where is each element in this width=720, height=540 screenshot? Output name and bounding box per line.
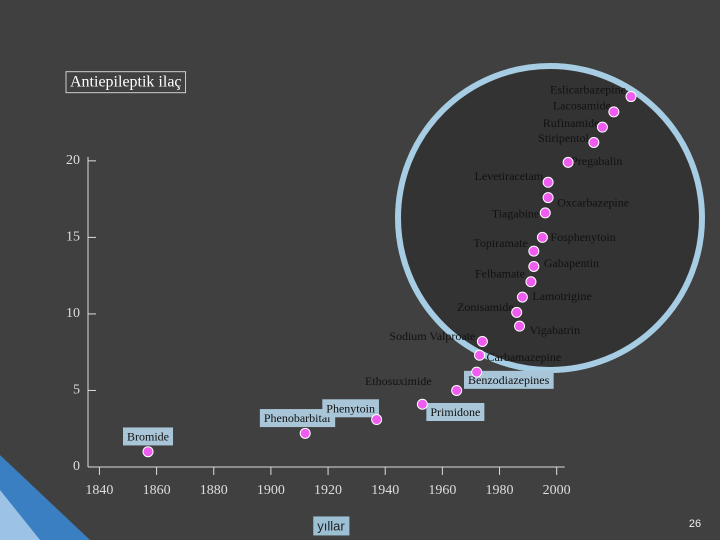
y-tick-label: 15 (66, 230, 80, 245)
point (536, 231, 548, 243)
drug-label: Tiagabine (492, 207, 540, 221)
point (588, 136, 600, 148)
point (474, 349, 486, 361)
drug-label: Rufinamide (543, 116, 600, 130)
point (416, 398, 428, 410)
drug-label: Pregabalin (571, 154, 622, 168)
drug-label: Topiramate (473, 236, 527, 250)
x-tick-label: 1880 (200, 483, 228, 498)
point (528, 245, 540, 257)
drug-label: Felbamate (475, 267, 525, 281)
y-axis-title-box (65, 71, 187, 94)
x-axis-title: yıllar (317, 518, 345, 533)
drug-label: Fosphenytoin (550, 230, 615, 244)
point (299, 427, 311, 439)
y-tick-label: 0 (73, 459, 80, 474)
drug-label: Eslicarbazepine (550, 82, 626, 96)
point (562, 156, 574, 168)
drug-label: Stiripentol (538, 131, 589, 145)
drug-label: Levetiracetam (474, 169, 543, 183)
drug-label: Zonisamide (457, 300, 514, 314)
drug-label: Sodium Valproate (389, 329, 475, 343)
y-tick-label: 20 (66, 153, 80, 168)
drug-label-box (426, 402, 485, 421)
drug-label: Phenytoin (326, 401, 375, 415)
x-tick-label: 1940 (371, 483, 399, 498)
point (476, 335, 488, 347)
point (371, 414, 383, 426)
drug-label-box (123, 427, 174, 446)
y-axis-title: Antiepileptik ilaç (70, 74, 182, 91)
point (542, 192, 554, 204)
drug-label-box (259, 409, 336, 428)
x-tick-label: 1980 (486, 483, 514, 498)
point (142, 446, 154, 458)
drug-label: Gabapentin (544, 256, 599, 270)
drug-label-box (464, 370, 554, 389)
x-axis-title-box (313, 516, 350, 536)
drug-label-box (322, 399, 379, 418)
point (516, 291, 528, 303)
drug-label: Phenobarbital (264, 411, 331, 425)
point (542, 176, 554, 188)
point (451, 384, 463, 396)
x-tick-label: 1920 (314, 483, 342, 498)
x-tick-label: 1900 (257, 483, 285, 498)
point (525, 276, 537, 288)
x-tick-label: 1840 (85, 483, 113, 498)
drug-label: Vigabatrin (530, 323, 581, 337)
drug-label: Benzodiazepines (468, 373, 550, 387)
chart: 0 5 10 15 20 1840 1860 1880 1900 1920 1940 1960 1980… (65, 71, 637, 536)
drug-label: Primidone (430, 405, 480, 419)
slide-number: 26 (689, 518, 701, 530)
point (596, 121, 608, 133)
x-tick-label: 1860 (143, 483, 171, 498)
point (539, 207, 551, 219)
point (471, 366, 483, 378)
point (608, 106, 620, 118)
drug-label: Carbamazepine (487, 350, 562, 364)
point (625, 91, 637, 103)
drug-label: Lamotrigine (532, 289, 591, 303)
drug-label: Bromide (127, 429, 169, 443)
x-tick-label: 2000 (543, 483, 571, 498)
point (528, 260, 540, 272)
corner-decoration (0, 490, 40, 540)
drug-label: Oxcarbazepine (557, 195, 629, 209)
drug-label: Ethosuximide (365, 374, 432, 388)
point (514, 320, 526, 332)
x-tick-label: 1960 (428, 483, 456, 498)
drug-label: Lacosamide (553, 99, 611, 113)
point (511, 306, 523, 318)
y-tick-label: 10 (66, 306, 80, 321)
highlight-circle (395, 63, 705, 373)
y-tick-label: 5 (73, 383, 80, 398)
